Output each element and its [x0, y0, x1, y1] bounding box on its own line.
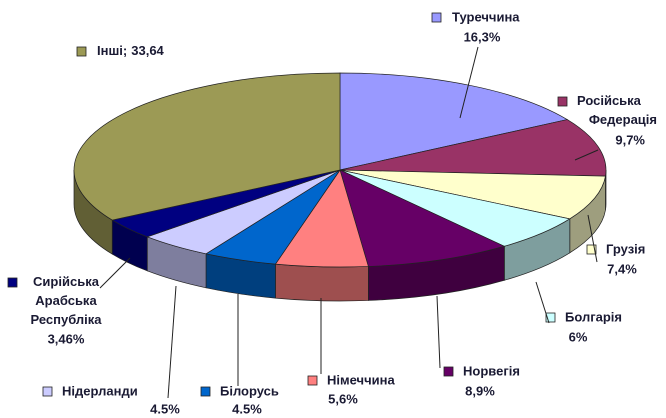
- category-label: Російська Федерація: [577, 93, 657, 127]
- data-label: Нідерланди 4.5%: [42, 285, 180, 416]
- category-label: Болгарія: [565, 309, 622, 324]
- label-swatch: [443, 366, 454, 377]
- data-label: Німеччина 5,6%: [307, 298, 395, 406]
- label-swatch: [76, 46, 87, 57]
- leader-line: [436, 295, 441, 369]
- leader-line: [167, 285, 177, 399]
- value-label: 6%: [569, 329, 588, 344]
- category-label: Грузія: [606, 241, 645, 256]
- value-label: 33,64: [131, 43, 164, 58]
- value-label: 8,9%: [465, 383, 495, 398]
- data-label: Сирійська Арабська Республіка 3,46%: [7, 257, 131, 346]
- category-line: Федерація: [589, 112, 657, 127]
- slice: [339, 119, 607, 177]
- label-swatch: [545, 312, 556, 323]
- value-label: 16,3%: [464, 29, 501, 44]
- leader-line: [535, 281, 550, 324]
- label-swatch: [42, 386, 53, 397]
- data-label: Інші; 33,64: [76, 43, 165, 58]
- label-swatch: [200, 386, 211, 397]
- category-line: Арабська: [35, 293, 97, 308]
- category-label: Туреччина: [452, 9, 520, 24]
- category-label: Німеччина: [327, 372, 395, 387]
- category-label: Нідерланди: [62, 383, 138, 398]
- label-text: Інші; 33,64: [97, 43, 165, 58]
- data-label: Норвегія 8,9%: [436, 295, 520, 398]
- value-label: 3,46%: [48, 331, 85, 346]
- slice-side: [275, 263, 369, 302]
- value-label: 9,7%: [615, 132, 645, 147]
- category-label: Норвегія: [463, 363, 520, 378]
- leader-line: [587, 214, 598, 263]
- category-label: Білорусь: [220, 383, 279, 398]
- category-line: Республіка: [30, 312, 102, 327]
- category-label: Сирійська Арабська Республіка: [30, 274, 102, 327]
- data-label: Болгарія 6%: [535, 281, 622, 344]
- label-swatch: [7, 277, 18, 288]
- value-label: 7,4%: [607, 261, 637, 276]
- value-label: 5,6%: [328, 391, 358, 406]
- slice: [339, 72, 569, 171]
- data-label: Білорусь 4.5%: [200, 294, 279, 416]
- value-label: 4.5%: [150, 401, 180, 416]
- label-swatch: [557, 96, 568, 107]
- slice: [73, 72, 341, 221]
- leader-line: [459, 46, 479, 119]
- label-swatch: [586, 244, 597, 255]
- leader-line: [574, 149, 599, 161]
- category-label: Інші;: [97, 43, 127, 58]
- leader-line: [99, 257, 131, 289]
- data-label: Російська Федерація 9,7%: [557, 93, 657, 161]
- value-label: 4.5%: [232, 401, 262, 416]
- label-swatch: [307, 375, 318, 386]
- category-line: Сирійська: [33, 274, 100, 289]
- data-label: Туреччина 16,3%: [431, 9, 520, 119]
- data-label: Грузія 7,4%: [586, 214, 645, 276]
- slice: [339, 169, 606, 220]
- category-line: Російська: [577, 93, 642, 108]
- slice: [339, 169, 506, 267]
- label-swatch: [431, 12, 442, 23]
